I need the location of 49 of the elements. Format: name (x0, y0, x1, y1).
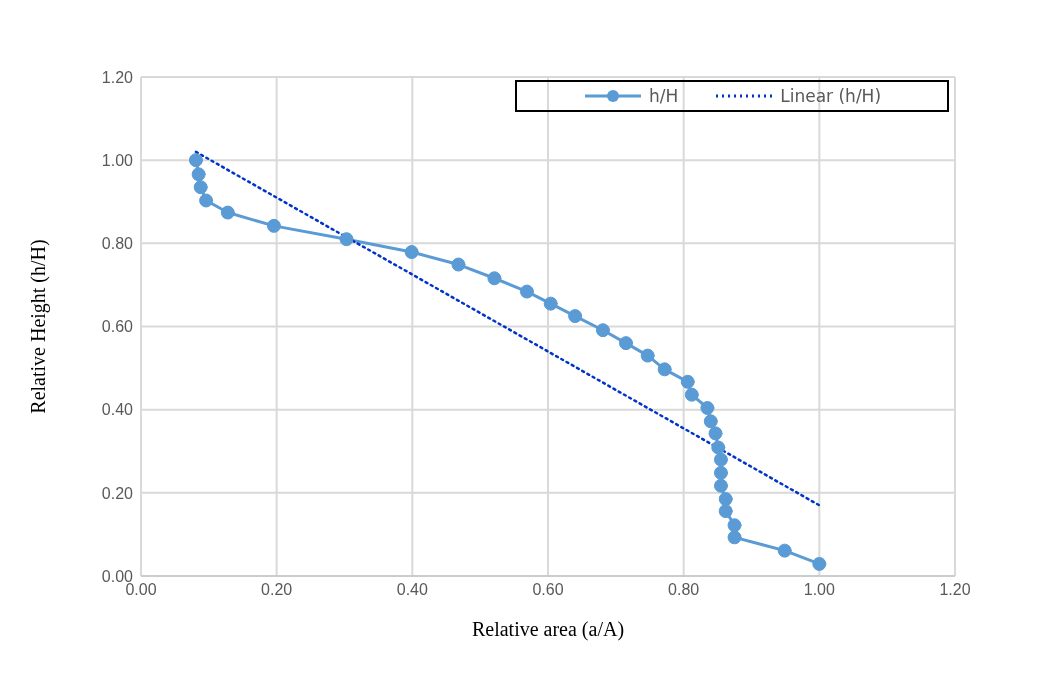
point (640, 348, 655, 363)
point (703, 414, 718, 429)
x-tick-label: 1.20 (939, 581, 971, 599)
x-tick-label: 0.20 (261, 581, 293, 599)
point (543, 296, 558, 311)
point (713, 478, 728, 493)
x-tick-label: 0.00 (125, 581, 157, 599)
point (519, 284, 534, 299)
y-tick-label: 0.80 (101, 235, 134, 253)
y-tick-label: 1.00 (101, 151, 134, 169)
point (708, 426, 723, 441)
x-axis-title: Relative area (a/A) (471, 618, 625, 641)
point (777, 543, 792, 558)
point (718, 504, 733, 519)
point (188, 153, 203, 168)
point (568, 309, 583, 324)
point (727, 530, 742, 545)
y-tick-label: 1.20 (101, 68, 134, 86)
y-tick-label: 0.40 (101, 401, 134, 419)
x-tick-label: 0.40 (396, 581, 429, 599)
point (700, 401, 715, 415)
point (619, 336, 634, 351)
point (220, 205, 235, 220)
point (713, 465, 728, 480)
point (680, 374, 695, 389)
y-tick-label: 0.60 (101, 318, 134, 336)
point (595, 323, 610, 338)
point (711, 440, 726, 455)
point (487, 271, 502, 286)
point (191, 167, 206, 182)
point (193, 180, 208, 195)
point (451, 257, 466, 272)
y-tick-label: 0.20 (101, 484, 134, 502)
legend-label: h/H (648, 86, 679, 106)
point (812, 556, 827, 571)
point (266, 218, 281, 233)
point (713, 452, 728, 467)
y-axis-title: Relative Height (h/H) (27, 239, 51, 414)
point (684, 387, 699, 402)
point (657, 362, 672, 377)
x-tick-label: 0.60 (532, 581, 564, 599)
x-tick-label: 0.80 (668, 581, 700, 599)
x-tick-label: 1.00 (803, 581, 836, 599)
point (404, 245, 419, 260)
point (727, 518, 742, 533)
point (718, 492, 733, 507)
point (199, 193, 214, 208)
legend-label: Linear (h/H) (780, 86, 882, 106)
point (339, 232, 354, 247)
